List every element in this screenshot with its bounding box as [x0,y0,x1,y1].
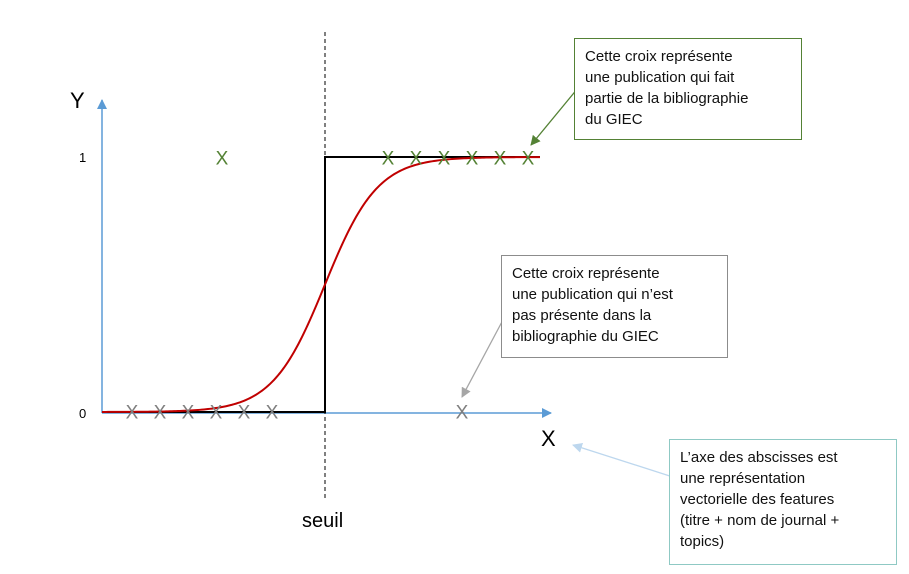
marker-in-bibliography: X [522,149,535,170]
markers-not-in-bibliography: X X X X X X X [126,403,469,424]
note-in-bibliography: Cette croix représente une publication q… [574,38,802,140]
marker-not-in-bibliography: X [456,403,469,424]
sigmoid-curve [101,156,541,413]
marker-not-in-bibliography: X [154,403,167,424]
marker-not-in-bibliography: X [266,403,279,424]
threshold-label: seuil [302,510,344,532]
gray-note-arrow [461,317,505,398]
markers-in-bibliography: X X X X X X X [216,149,535,170]
marker-in-bibliography: X [438,149,451,170]
teal-note-arrow [572,442,677,479]
marker-not-in-bibliography: X [182,403,195,424]
note-x-axis: L’axe des abscisses est une représentati… [669,439,897,565]
y-tick-0: 0 [79,406,87,421]
marker-in-bibliography: X [382,149,395,170]
x-axis-label: X [541,426,556,451]
marker-in-bibliography: X [466,149,479,170]
marker-in-bibliography: X [494,149,507,170]
note-not-in-bibliography: Cette croix représente une publication q… [501,255,728,358]
marker-in-bibliography: X [410,149,423,170]
y-axis-label: Y [70,88,85,113]
y-tick-1: 1 [79,150,87,165]
green-note-arrow [530,87,579,146]
marker-not-in-bibliography: X [126,403,139,424]
marker-in-bibliography: X [216,149,229,170]
marker-not-in-bibliography: X [238,403,251,424]
marker-not-in-bibliography: X [210,403,223,424]
